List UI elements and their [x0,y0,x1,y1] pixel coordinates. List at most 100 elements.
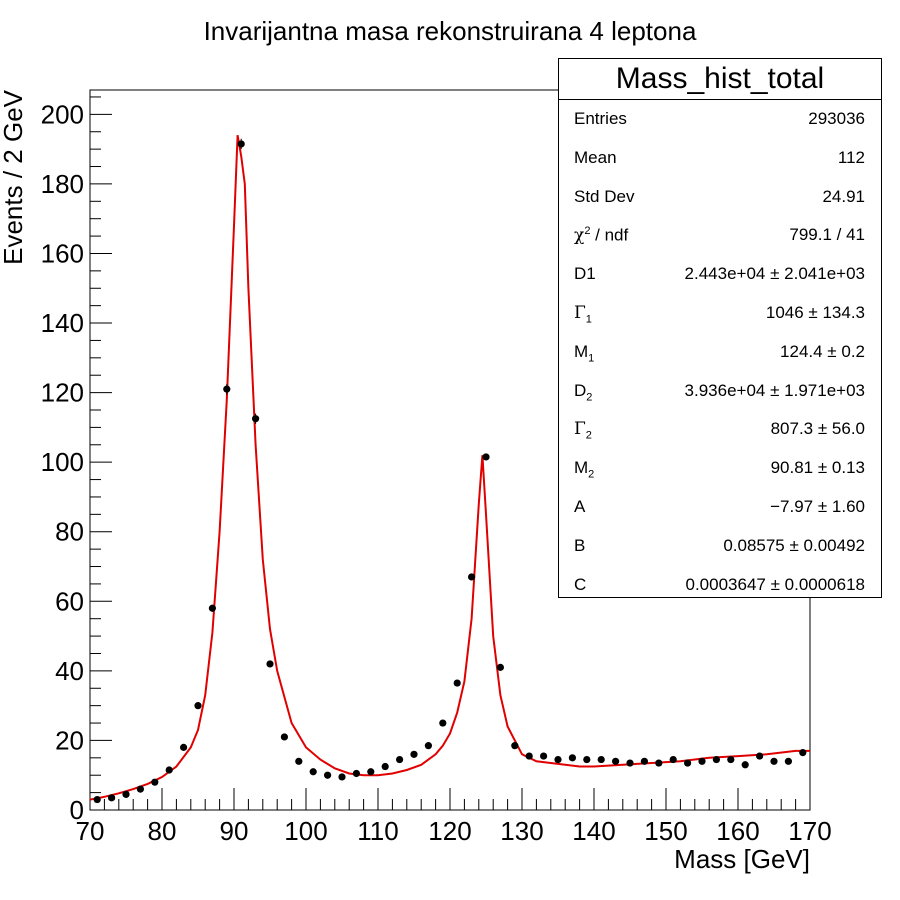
stats-value: 0.08575 ± 0.00492 [723,535,865,555]
stats-value: 293036 [808,109,865,128]
data-point [180,743,188,751]
data-point [410,750,418,758]
data-point [540,752,548,760]
axes: 70 80 90 100 110 120 130 140 150 160 170 0 20 40 60 80 1… [41,96,832,846]
y-tick-label: 200 [41,99,84,129]
y-axis-label: Events / 2 GeV [0,89,28,265]
data-point [496,663,504,671]
data-point [280,733,288,741]
data-point [324,771,332,779]
data-point [367,768,375,776]
x-axis-label: Mass [GeV] [674,844,810,874]
data-point [396,755,404,764]
data-point [165,766,173,774]
stats-value: 124.4 ± 0.2 [780,341,865,361]
x-tick-label: 90 [220,816,249,846]
stats-value: 799.1 / 41 [789,225,865,245]
data-point [770,757,778,765]
data-point [583,755,591,764]
stats-row: χ2 / ndf 799.1 / 41 [559,216,881,255]
data-point [727,755,735,764]
x-tick-label: 160 [716,816,759,846]
data-point [712,755,721,764]
x-tick-label: 100 [284,816,327,846]
data-point [136,785,144,793]
y-tick-label: 20 [55,725,84,755]
y-tick-label: 0 [70,795,84,825]
stats-key: χ2 / ndf [574,225,629,247]
data-point [252,415,260,423]
stats-row: A −7.97 ± 1.60 [559,488,881,527]
data-point [93,795,101,804]
y-tick-label: 80 [55,517,84,547]
data-point [266,660,274,668]
stats-value: 24.91 [822,186,865,206]
stats-key: Mean [574,147,617,167]
stats-key: C [574,574,587,594]
stats-row: M1 124.4 ± 0.2 [559,333,881,372]
x-tick-label: 130 [500,816,543,846]
stats-row: Γ2 807.3 ± 56.0 [559,410,881,449]
data-point [381,762,389,771]
data-point [684,759,692,767]
stats-row: M2 90.81 ± 0.13 [559,449,881,488]
stats-key: B [574,535,586,555]
stats-key: Γ2 [574,419,592,442]
stats-row: Std Dev 24.91 [559,178,881,217]
stats-key: D2 [574,380,593,403]
data-point [208,604,216,612]
y-tick-label: 100 [41,447,84,477]
data-point [799,749,807,757]
stats-key: Std Dev [574,186,635,206]
stats-value: 807.3 ± 56.0 [770,419,865,439]
data-point [122,790,130,798]
stats-rows: Entries 293036 Mean 112 Std Dev 24.91 χ2 / ndf… [559,100,881,604]
data-point [626,759,634,767]
data-point [698,757,706,765]
data-points [93,138,807,804]
data-point [640,757,649,765]
stats-title: Mass_hist_total [559,59,881,100]
stats-row: D1 2.443e+04 ± 2.041e+03 [559,255,881,294]
x-tick-label: 170 [788,816,831,846]
y-tick-label: 120 [41,378,84,408]
data-point [655,759,663,767]
data-point [352,769,360,778]
y-tick-label: 40 [55,656,84,686]
stats-row: D2 3.936e+04 ± 1.971e+03 [559,372,881,411]
data-point [669,755,677,764]
x-tick-label: 150 [644,816,687,846]
fit-curve [89,135,810,801]
stats-key: M2 [574,458,595,481]
stats-key: M1 [574,341,595,365]
x-tick-label: 120 [428,816,471,846]
data-point [453,679,461,687]
y-tick-label: 160 [41,238,84,268]
data-point [194,702,202,710]
data-point [468,573,476,581]
data-point [741,761,749,769]
y-tick-label: 140 [41,308,84,338]
stats-row: C 0.0003647 ± 0.0000618 [559,566,881,605]
y-tick-label: 60 [55,586,84,616]
data-point [612,757,620,765]
data-point [108,794,116,802]
stats-value: 1046 ± 134.3 [765,302,865,322]
stats-value: 112 [837,147,865,167]
data-point [784,757,793,765]
chart-title: Invarijantna masa rekonstruirana 4 lepto… [204,16,697,46]
stats-key: Γ1 [574,302,592,326]
stats-key: Entries [574,109,627,128]
data-point [554,755,562,764]
stats-value: −7.97 ± 1.60 [770,496,865,516]
data-point [237,140,245,148]
stats-row: Γ1 1046 ± 134.3 [559,294,881,333]
data-point [424,742,432,750]
stats-row: B 0.08575 ± 0.00492 [559,527,881,566]
data-point [482,453,490,461]
data-point [511,742,519,750]
data-point [151,778,159,786]
data-point [309,768,317,776]
y-tick-label: 180 [41,169,84,199]
